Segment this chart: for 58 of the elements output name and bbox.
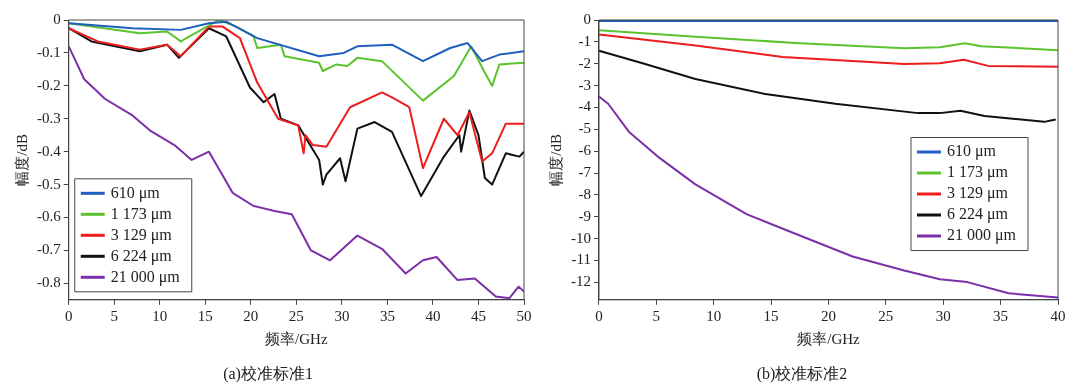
y-tick-label: 0 — [583, 10, 591, 27]
x-tick-label: 15 — [197, 307, 213, 324]
y-tick-label: -0.7 — [37, 241, 62, 258]
x-tick-label: 20 — [243, 307, 259, 324]
y-tick-label: -4 — [578, 98, 592, 115]
legend-label: 1 173 μm — [946, 163, 1009, 182]
y-tick-label: -3 — [578, 76, 591, 93]
y-tick-label: -1 — [578, 32, 591, 49]
x-tick-label: 35 — [993, 307, 1009, 324]
y-tick-label: -0.8 — [37, 274, 61, 291]
x-tick-label: 0 — [595, 307, 603, 324]
y-tick-label: -0.1 — [37, 43, 61, 60]
y-tick-label: -6 — [578, 142, 592, 159]
y-tick-label: -11 — [571, 251, 591, 268]
x-tick-label: 15 — [763, 307, 779, 324]
legend-label: 6 224 μm — [946, 205, 1009, 224]
legend-label: 6 224 μm — [110, 246, 173, 265]
y-axis-title: 幅度/dB — [13, 134, 30, 186]
x-tick-label: 45 — [470, 307, 486, 324]
x-tick-label: 25 — [878, 307, 894, 324]
y-tick-label: -9 — [578, 207, 591, 224]
y-axis-title: 幅度/dB — [547, 134, 564, 186]
x-tick-label: 25 — [288, 307, 304, 324]
x-tick-label: 30 — [334, 307, 350, 324]
legend-label: 3 129 μm — [110, 225, 173, 244]
x-tick-label: 50 — [516, 307, 532, 324]
x-tick-label: 20 — [821, 307, 836, 324]
legend-label: 21 000 μm — [110, 267, 181, 286]
text: (b)校准标准2 — [756, 364, 848, 383]
x-tick-label: 10 — [152, 307, 168, 324]
legend-label: 3 129 μm — [946, 184, 1009, 203]
y-tick-label: -0.5 — [37, 175, 61, 192]
text: (a)校准标准1 — [223, 364, 313, 383]
x-tick-label: 40 — [425, 307, 441, 324]
y-tick-label: -2 — [578, 54, 591, 71]
y-tick-label: -10 — [571, 229, 591, 246]
y-tick-label: -0.4 — [37, 142, 62, 159]
x-tick-label: 30 — [935, 307, 951, 324]
x-axis-title: 频率/GHz — [797, 330, 861, 347]
y-tick-label: -8 — [578, 185, 591, 202]
y-tick-label: 0 — [53, 10, 61, 27]
x-tick-label: 10 — [706, 307, 722, 324]
y-tick-label: -0.2 — [37, 76, 61, 93]
y-tick-label: -12 — [571, 273, 591, 290]
x-axis-title: 频率/GHz — [265, 330, 328, 347]
legend-label: 1 173 μm — [110, 204, 173, 223]
x-tick-label: 5 — [652, 307, 661, 324]
y-tick-label: -0.6 — [37, 208, 62, 225]
legend-label: 21 000 μm — [946, 226, 1017, 245]
y-tick-label: -5 — [578, 120, 591, 137]
y-tick-label: -7 — [578, 163, 592, 180]
x-tick-label: 0 — [65, 307, 73, 324]
x-tick-label: 40 — [1050, 307, 1066, 324]
y-tick-label: -0.3 — [37, 109, 61, 126]
legend-label: 610 μm — [110, 183, 161, 202]
x-tick-label: 35 — [379, 307, 395, 324]
x-tick-label: 5 — [110, 307, 119, 324]
legend-label: 610 μm — [946, 142, 997, 161]
